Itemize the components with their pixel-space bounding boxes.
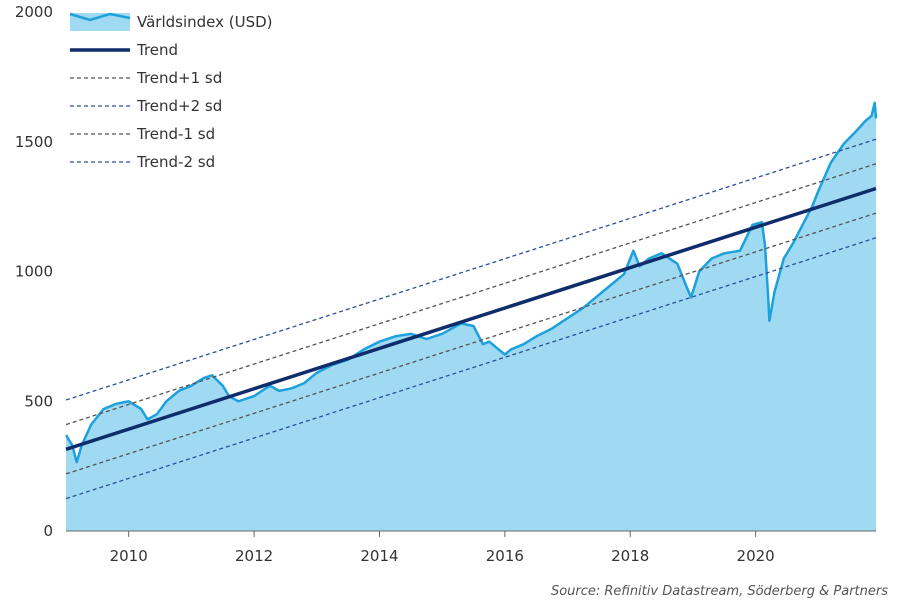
y-tick-label: 2000 <box>15 3 53 21</box>
x-tick-label: 2020 <box>737 547 775 565</box>
series-line-trend-1-sd <box>65 212 877 475</box>
legend-trend-1-sd-label: Trend-1 sd <box>136 125 215 143</box>
x-tick-label: 2014 <box>360 547 398 565</box>
legend-trend-1-sd-label: Trend+1 sd <box>136 69 222 87</box>
legend-trend-2-sd-label: Trend+2 sd <box>136 97 222 115</box>
y-tick-label: 0 <box>43 522 53 540</box>
series-line-varldsindex <box>64 101 878 464</box>
y-tick-label: 1000 <box>15 263 53 281</box>
y-tick-label: 500 <box>24 392 53 410</box>
legend-v-rldsindex-usd--swatch-line <box>69 12 131 22</box>
source-note: Source: Refinitiv Datastream, Söderberg … <box>550 584 888 599</box>
x-tick-label: 2010 <box>110 547 148 565</box>
x-tick-label: 2012 <box>235 547 273 565</box>
legend-trend-2-sd-label: Trend-2 sd <box>136 153 215 171</box>
x-tick-label: 2018 <box>611 547 649 565</box>
x-tick-label: 2016 <box>486 547 524 565</box>
series-line-trend-2-sd <box>65 237 877 500</box>
series-line-trend-1-sd <box>65 163 877 426</box>
legend-v-rldsindex-usd--label: Världsindex (USD) <box>137 13 273 31</box>
legend-trend-label: Trend <box>136 41 178 59</box>
series-area-varldsindex <box>66 102 876 532</box>
series-line-trend-2-sd <box>65 138 877 401</box>
y-tick-label: 1500 <box>15 133 53 151</box>
series-line-trend <box>65 186 877 451</box>
